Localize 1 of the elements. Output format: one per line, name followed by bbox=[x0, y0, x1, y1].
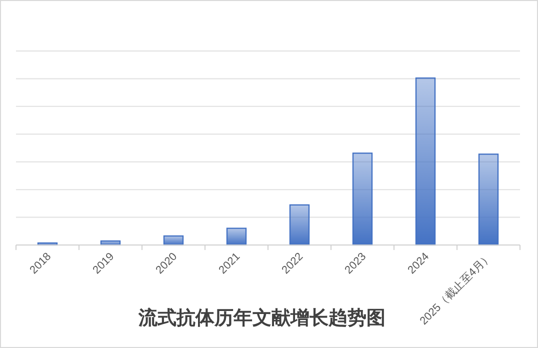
text: 流式抗体历年文献增长趋势图 bbox=[138, 307, 386, 329]
